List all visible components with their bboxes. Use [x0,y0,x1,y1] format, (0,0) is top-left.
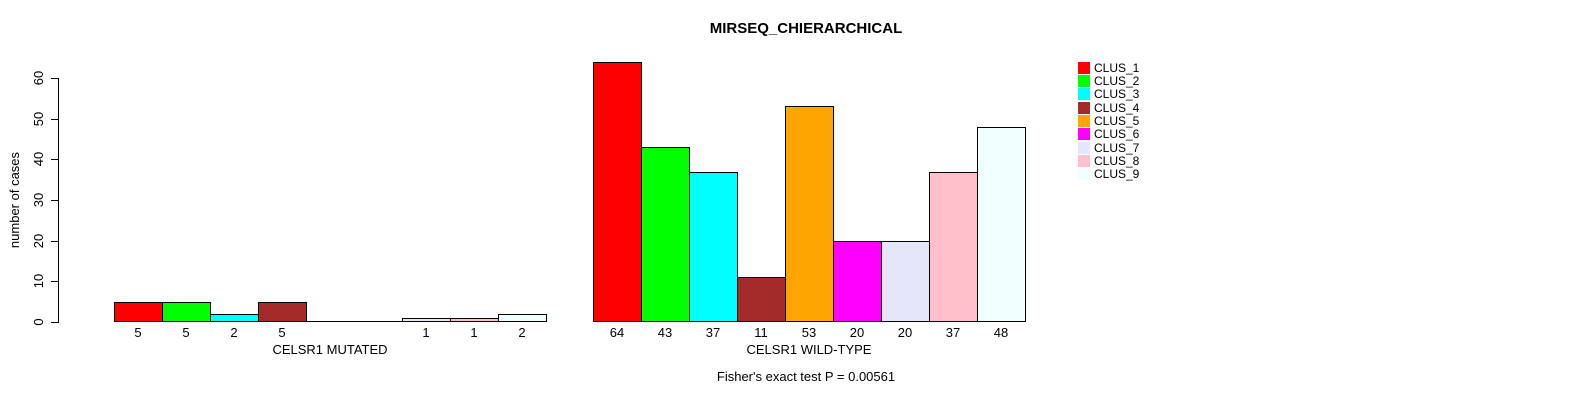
bar-clus_1 [114,302,163,322]
legend-item: CLUS_9 [1078,168,1139,181]
bar-clus_2 [641,147,690,322]
bar-clus_8 [929,172,978,322]
legend-item: CLUS_5 [1078,114,1140,129]
bar-clus_7 [402,318,451,322]
legend-item: CLUS_7 [1078,141,1139,154]
y-tick-mark [51,200,58,201]
legend-item: CLUS_8 [1078,154,1140,169]
legend-swatch-clus_6 [1078,128,1090,141]
y-tick-label: 50 [30,111,46,126]
bar-value-label: 5 [134,325,142,340]
legend-swatch-clus_4 [1078,101,1090,114]
footer-note: Fisher's exact test P = 0.00561 [716,369,896,384]
legend-item: CLUS_3 [1078,88,1139,101]
legend-item: CLUS_4 [1078,101,1139,114]
bar-value-label: 64 [609,325,625,340]
bar-clus_9 [977,127,1026,322]
legend-label: CLUS_6 [1094,127,1140,142]
y-tick-label: 30 [30,192,46,208]
y-axis-title: number of cases [6,151,22,249]
group-x-label-mutated: CELSR1 MUTATED [272,342,388,357]
bar-value-label: 11 [754,325,768,340]
y-tick-mark [51,281,58,283]
legend-item: CLUS_2 [1078,74,1140,89]
legend-label: CLUS_1 [1094,60,1140,75]
legend-label: CLUS_5 [1094,114,1140,129]
legend-item: CLUS_6 [1078,128,1139,141]
bar-zero-clus_6 [354,321,403,322]
bar-value-label: 48 [993,325,1009,340]
bar-clus_9 [498,314,547,322]
bar-value-label: 5 [278,325,286,340]
legend: CLUS_1 CLUS_2 CLUS_3 CLUS_4 CLUS_5 CLUS_6 CLUS… [1078,61,1139,181]
legend-swatch-clus_1 [1078,61,1090,74]
legend-label: CLUS_9 [1094,167,1140,182]
legend-label: CLUS_3 [1094,87,1140,102]
y-tick-label: 20 [30,233,46,248]
legend-swatch-clus_7 [1078,141,1090,154]
bar-value-label: 37 [705,325,721,340]
y-tick-mark [51,159,58,161]
legend-swatch-clus_2 [1078,75,1090,88]
y-tick-label: 60 [30,70,46,86]
bar-clus_6 [833,241,882,322]
group-x-label-wildtype: CELSR1 WILD-TYPE [746,342,872,357]
legend-label: CLUS_7 [1094,140,1140,155]
bar-value-label: 1 [422,325,430,340]
bar-value-label: 20 [849,325,865,340]
bar-value-label: 20 [897,325,913,340]
legend-item: CLUS_1 [1078,61,1139,74]
bar-clus_2 [162,302,211,322]
legend-label: CLUS_2 [1094,74,1140,89]
y-tick-mark [51,322,58,323]
bar-clus_1 [593,62,642,322]
legend-swatch-clus_5 [1078,115,1090,128]
y-tick-label: 0 [30,318,46,326]
legend-swatch-clus_9 [1078,168,1090,181]
bar-clus_4 [258,302,307,322]
bar-zero-clus_5 [306,321,355,322]
legend-swatch-clus_3 [1078,88,1090,101]
y-tick-label: 10 [30,274,46,289]
legend-swatch-clus_8 [1078,155,1090,168]
chart-title: MIRSEQ_CHIERARCHICAL [709,20,903,37]
bar-value-label: 1 [470,325,478,340]
bar-clus_8 [450,318,499,322]
bar-clus_7 [881,241,930,322]
y-tick-mark [51,118,58,120]
bar-clus_5 [785,106,834,322]
bar-value-label: 37 [945,325,961,340]
y-tick-label: 40 [30,152,46,167]
bar-clus_3 [210,314,259,322]
legend-label: CLUS_4 [1094,100,1140,115]
y-tick-mark [51,240,58,242]
bar-value-label: 53 [801,325,817,340]
y-axis-line [58,78,59,323]
bar-value-label: 2 [518,325,526,340]
bar-value-label: 43 [657,325,673,340]
bar-clus_4 [737,277,786,322]
y-tick-mark [51,78,58,79]
legend-label: CLUS_8 [1094,154,1140,169]
bar-clus_3 [689,172,738,322]
bar-value-label: 2 [230,325,238,340]
bar-value-label: 5 [182,325,190,340]
